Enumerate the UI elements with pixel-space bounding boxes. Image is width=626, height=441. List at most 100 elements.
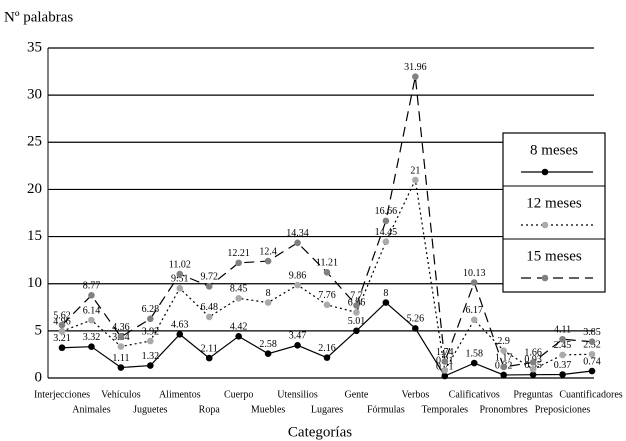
data-point — [588, 367, 596, 375]
data-point — [382, 217, 390, 225]
data-label: 3.47 — [289, 331, 307, 342]
data-label: 7.7 — [350, 291, 363, 302]
data-label: 5.26 — [407, 314, 425, 325]
data-point — [205, 313, 213, 321]
data-point — [412, 325, 419, 332]
data-label: 8.45 — [230, 284, 248, 295]
legend-label: 15 meses — [526, 248, 582, 264]
data-label: 8 — [266, 288, 271, 299]
x-tick-label: Gente — [344, 389, 368, 400]
y-tick-label: 25 — [27, 134, 42, 150]
x-tick-label: Cuerpo — [224, 389, 253, 400]
data-point — [147, 315, 154, 323]
data-point — [323, 269, 331, 276]
data-point — [205, 283, 213, 290]
data-label: 8 — [383, 288, 388, 299]
legend-marker — [541, 168, 549, 176]
data-point — [235, 333, 242, 340]
data-point — [529, 365, 537, 373]
data-point — [323, 301, 331, 309]
data-label: 1.66 — [524, 348, 542, 359]
data-point — [500, 371, 507, 379]
data-point — [353, 302, 360, 309]
data-point — [382, 238, 390, 246]
y-axis-label: Nº palabras — [4, 9, 73, 25]
y-tick-label: 30 — [27, 87, 42, 103]
x-tick-label: Fórmulas — [367, 404, 405, 415]
data-label: 6.28 — [142, 304, 160, 315]
data-label: 4.42 — [230, 322, 248, 333]
data-label: 11.21 — [316, 258, 338, 269]
x-tick-label: Ropa — [199, 404, 221, 415]
data-label: 4.36 — [112, 322, 130, 333]
x-tick-label: Vehículos — [101, 389, 141, 400]
legend-marker — [541, 274, 549, 282]
data-label: 0.74 — [583, 356, 601, 367]
x-tick-label: Preguntas — [513, 389, 553, 400]
data-label: 1.17 — [495, 352, 513, 363]
data-label: 9.72 — [200, 272, 218, 283]
data-label: 8.77 — [83, 281, 101, 292]
data-point — [294, 239, 301, 247]
x-tick-label: Preposiciones — [535, 404, 591, 415]
data-label: 9.51 — [171, 274, 189, 285]
data-label: 3.92 — [142, 326, 160, 337]
data-label: 2.9 — [497, 336, 510, 347]
y-tick-label: 0 — [35, 369, 43, 385]
data-label: 3.32 — [83, 332, 101, 343]
data-label: 12.21 — [227, 248, 250, 259]
data-point — [500, 347, 507, 354]
y-tick-label: 10 — [27, 275, 42, 291]
data-label: 4.63 — [171, 320, 189, 331]
data-point — [264, 350, 272, 357]
data-label: 6.17 — [465, 305, 483, 316]
data-point — [470, 316, 478, 324]
data-point — [500, 363, 507, 371]
data-point — [147, 362, 154, 369]
x-tick-label: Temporales — [422, 404, 469, 415]
data-point — [205, 354, 213, 362]
data-label: 6.14 — [83, 305, 101, 316]
x-tick-label: Juguetes — [133, 404, 168, 415]
data-label: 14.34 — [286, 228, 309, 239]
data-label: 16.66 — [375, 206, 398, 217]
data-point — [58, 327, 66, 335]
data-point — [529, 359, 537, 366]
data-point — [382, 299, 390, 306]
data-point — [117, 364, 125, 371]
x-tick-label: Pronombres — [479, 404, 527, 415]
data-label: 2.58 — [259, 339, 277, 350]
data-point — [559, 371, 566, 378]
data-point — [470, 359, 478, 367]
data-label: 9.86 — [289, 270, 307, 281]
x-tick-label: Cuantificadores — [559, 389, 622, 400]
x-tick-label: Alimentos — [159, 389, 201, 400]
x-tick-label: Calificativos — [449, 389, 500, 400]
data-label: 1.58 — [465, 348, 483, 359]
y-tick-label: 15 — [27, 228, 42, 244]
data-point — [294, 281, 301, 289]
data-point — [353, 309, 360, 316]
data-label: 0.37 — [554, 360, 572, 371]
data-point — [88, 316, 95, 324]
x-tick-label: Interjecciones — [34, 389, 90, 400]
data-label: 5.62 — [53, 310, 71, 321]
data-label: 1.32 — [142, 351, 160, 362]
data-label: 14.45 — [375, 227, 398, 238]
data-point — [294, 341, 301, 349]
data-point — [470, 279, 478, 286]
data-label: 2.52 — [583, 340, 601, 351]
legend-box — [502, 132, 606, 293]
data-point — [176, 285, 184, 292]
data-label: 10.13 — [463, 268, 486, 279]
data-point — [529, 371, 537, 379]
data-point — [412, 73, 419, 80]
data-label: 3.21 — [53, 333, 71, 344]
data-point — [117, 343, 125, 350]
data-point — [588, 350, 596, 358]
data-label: 12.4 — [259, 246, 277, 257]
data-point — [412, 176, 419, 184]
data-label: 3.85 — [583, 327, 601, 338]
data-label: 1.11 — [112, 353, 129, 364]
